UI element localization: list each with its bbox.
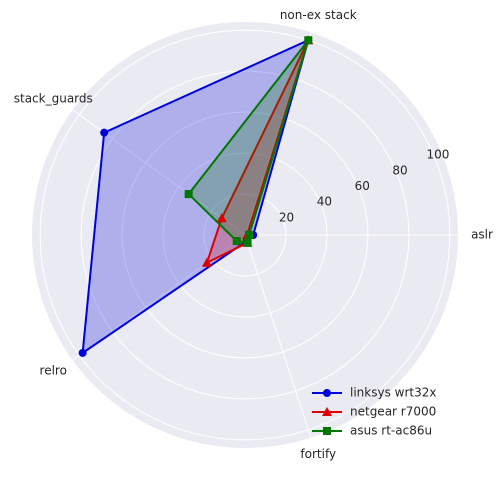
legend-label: linksys wrt32x [350,386,436,400]
series-area [82,40,309,353]
axis-label: relro [40,363,67,377]
data-point [216,213,227,223]
grid-spoke [244,234,312,438]
legend-marker [322,407,332,416]
r-tick-label: 20 [279,210,294,224]
r-tick-label: 40 [317,195,332,209]
axis-label: non-ex stack [280,8,357,22]
data-point [232,237,241,246]
r-tick-label: 60 [355,179,370,193]
data-point [243,238,252,247]
data-point [245,231,254,239]
legend-marker [323,389,331,397]
series-area [206,40,309,263]
r-tick-label: 80 [392,163,407,177]
legend-marker [323,427,331,435]
data-point [201,257,212,267]
legend-label: netgear r7000 [350,405,436,419]
r-tick-label: 100 [426,148,449,162]
axis-label: fortify [300,447,336,461]
series-area [188,40,309,243]
data-point [100,128,109,137]
axis-label: stack_guards [14,92,93,106]
data-point [304,36,313,45]
data-point [184,190,193,199]
legend-label: asus rt-ac86u [350,424,432,438]
axis-label: aslr [471,228,493,242]
data-point [78,348,87,357]
